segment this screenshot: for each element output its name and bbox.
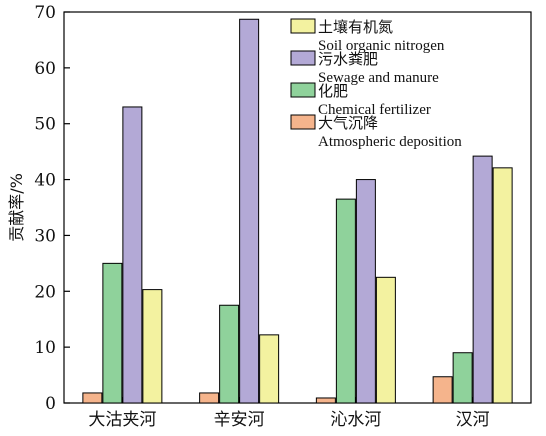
y-tick-label: 40: [34, 171, 56, 191]
plot-frame: [63, 11, 532, 404]
legend-label-en: Soil organic nitrogen: [318, 38, 445, 54]
y-tick-label: 70: [34, 3, 56, 23]
bar: [219, 304, 240, 404]
x-tick-label: 大沽夹河: [88, 410, 156, 430]
bar: [102, 262, 123, 404]
legend-label-cn: 土壤有机氮: [318, 18, 393, 36]
legend-label-cn: 污水粪肥: [318, 50, 378, 68]
bar: [199, 392, 220, 404]
legend-label-cn: 化肥: [318, 82, 348, 100]
bar: [259, 334, 280, 404]
y-tick-label: 10: [34, 338, 56, 358]
bar: [432, 376, 453, 404]
legend-swatch: [290, 18, 316, 34]
bar: [492, 167, 513, 404]
y-tick-label: 60: [34, 59, 56, 79]
legend-label-en: Atmospheric deposition: [318, 134, 462, 150]
legend-swatch: [290, 114, 316, 130]
y-axis-label: 贡献率/%: [7, 173, 26, 242]
x-tick-label: 沁水河: [330, 410, 381, 430]
y-tick-label: 50: [34, 115, 56, 135]
bar: [315, 397, 336, 404]
y-tick-label: 20: [34, 282, 56, 302]
x-tick-label: 辛安河: [214, 410, 265, 430]
legend-label-cn: 大气沉降: [318, 114, 378, 132]
axes: 0 10 20 30 40 50 60 70 大沽夹河 辛安河 沁水河 汉河: [34, 3, 532, 430]
bars: [82, 18, 513, 404]
y-tick-label: 30: [34, 226, 56, 246]
bar: [122, 106, 143, 404]
bar: [355, 179, 376, 404]
x-tick-label: 汉河: [456, 410, 490, 430]
legend-label-en: Sewage and manure: [318, 70, 439, 86]
bar: [82, 392, 103, 404]
legend-swatch: [290, 82, 316, 98]
legend-label-en: Chemical fertilizer: [318, 102, 431, 118]
bar: [375, 276, 396, 404]
y-tick-label: 0: [45, 394, 56, 414]
bar: [452, 352, 473, 404]
legend-swatch: [290, 50, 316, 66]
bar: [239, 18, 260, 404]
bar: [335, 198, 356, 404]
bar: [472, 155, 493, 404]
bar: [142, 289, 163, 404]
